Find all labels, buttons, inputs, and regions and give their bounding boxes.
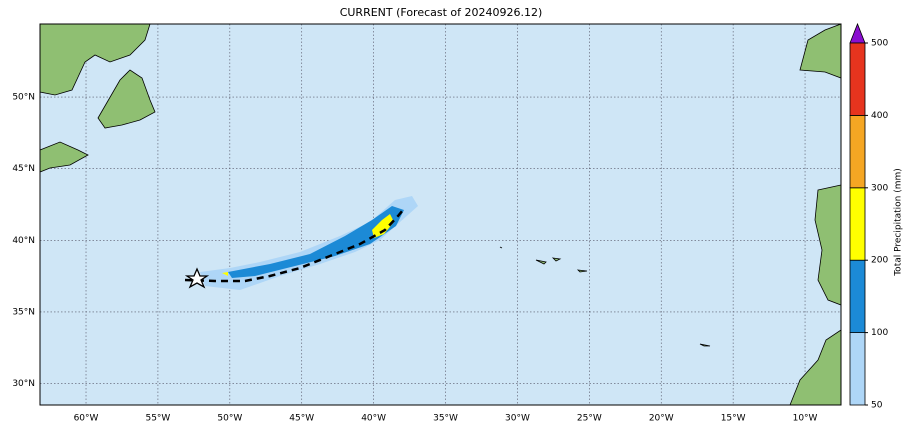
colorbar-tick-label: 100 (871, 328, 888, 338)
colorbar: 50 100 200 300 400 500 (849, 22, 888, 411)
x-tick-label: 45°W (289, 414, 314, 424)
grid (40, 24, 841, 405)
colorbar-segment (849, 187, 866, 261)
y-tick-label: 35°N (12, 307, 35, 317)
axes: 60°W 55°W 50°W 45°W 40°W 35°W 30°W 25°W 20°W 15°W… (12, 93, 817, 424)
colorbar-tick-label: 50 (871, 401, 883, 411)
precipitation (184, 196, 418, 290)
y-tick-label: 30°N (12, 379, 35, 389)
colorbar-tick-label: 500 (871, 39, 888, 49)
x-tick-label: 40°W (361, 414, 386, 424)
colorbar-tick-label: 400 (871, 111, 888, 121)
ocean (40, 24, 841, 405)
x-tick-label: 50°W (217, 414, 242, 424)
colorbar-segment (849, 115, 866, 189)
map-frame (39, 23, 842, 406)
x-tick-label: 30°W (505, 414, 530, 424)
land (39, 23, 842, 406)
x-tick-label: 10°W (793, 414, 818, 424)
title: CURRENT (Forecast of 20240926.12) (340, 6, 543, 19)
x-tick-label: 15°W (721, 414, 746, 424)
y-tick-label: 50°N (12, 93, 35, 103)
y-tick-label: 45°N (12, 164, 35, 174)
colorbar-tick-label: 300 (871, 183, 888, 193)
x-tick-label: 55°W (145, 414, 170, 424)
colorbar-segment (849, 259, 866, 334)
colorbar-label: Total Precipitation (mm) (894, 168, 904, 277)
x-tick-label: 60°W (74, 414, 99, 424)
colorbar-tick-label: 200 (871, 256, 888, 266)
colorbar-extend (849, 22, 866, 44)
colorbar-segment (849, 42, 866, 116)
y-tick-label: 40°N (12, 236, 35, 246)
x-tick-label: 35°W (433, 414, 458, 424)
colorbar-segment (849, 332, 866, 406)
x-tick-label: 20°W (649, 414, 674, 424)
x-tick-label: 25°W (577, 414, 602, 424)
